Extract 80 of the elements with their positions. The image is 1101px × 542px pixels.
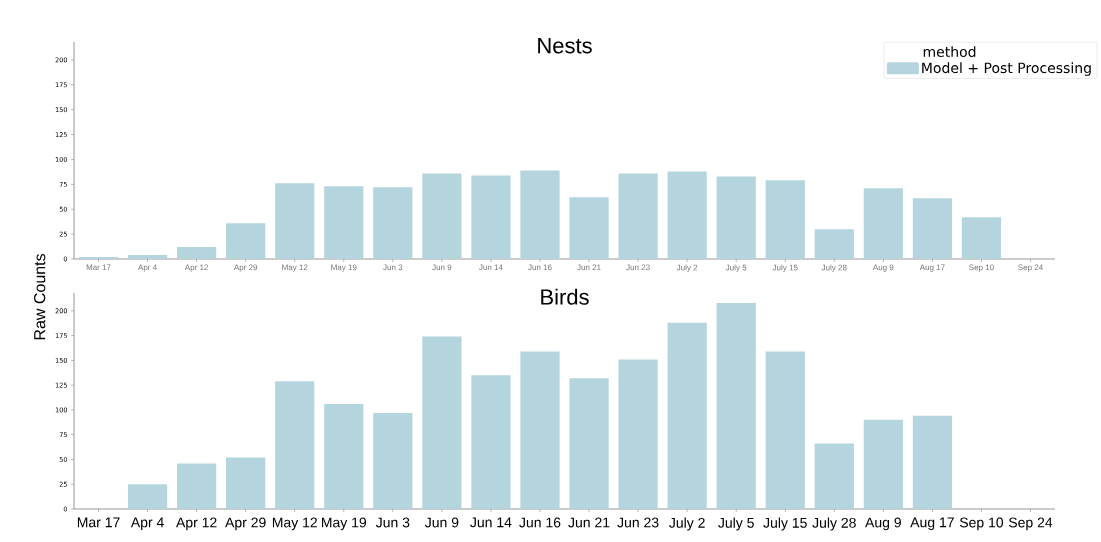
bar xyxy=(814,443,854,509)
bar xyxy=(863,419,903,509)
x-tick-label: Sep 24 xyxy=(1018,264,1043,272)
bar xyxy=(716,302,756,509)
x-tick-label: Sep 24 xyxy=(1008,517,1053,531)
x-tick-label: Mar 17 xyxy=(86,264,111,271)
x-tick-label: Aug 17 xyxy=(910,517,954,531)
x-tick-label: Sep 10 xyxy=(969,264,994,272)
x-tick-label: May 12 xyxy=(272,517,317,531)
x-tick-label: Mar 17 xyxy=(77,517,120,528)
bar xyxy=(226,223,266,259)
chart-title: Birds xyxy=(541,288,589,305)
bar xyxy=(961,217,1002,259)
x-tick-label: July 2 xyxy=(676,264,698,272)
bar xyxy=(520,170,560,259)
x-tick-label: July 2 xyxy=(669,517,705,531)
bar xyxy=(863,188,903,259)
bar xyxy=(177,463,217,509)
x-tick-label: Jun 3 xyxy=(383,264,403,271)
bar xyxy=(667,171,707,259)
bar xyxy=(912,415,952,509)
x-tick-label: July 15 xyxy=(763,517,807,531)
bar xyxy=(569,197,609,259)
bar xyxy=(324,403,364,509)
bar xyxy=(667,322,707,509)
bar xyxy=(765,180,805,259)
x-tick-label: July 5 xyxy=(718,517,754,531)
bar xyxy=(618,359,658,509)
x-tick-label: Jun 9 xyxy=(424,517,459,528)
bar xyxy=(520,351,560,509)
x-tick-label: July 15 xyxy=(772,264,798,272)
x-tick-label: Apr 29 xyxy=(233,264,258,272)
x-tick-label: Apr 12 xyxy=(176,517,217,531)
bar xyxy=(324,186,364,259)
legend-label: Model + Post Processing xyxy=(922,62,1091,76)
bar xyxy=(177,247,217,259)
y-axis-title: Raw Counts xyxy=(34,254,46,340)
bar xyxy=(422,336,462,509)
x-tick-label: Sep 10 xyxy=(959,517,1004,531)
bar xyxy=(373,187,413,259)
x-tick-label: Aug 9 xyxy=(872,264,894,272)
bar xyxy=(275,183,315,259)
x-tick-label: Jun 3 xyxy=(375,517,410,528)
x-tick-label: Aug 9 xyxy=(865,517,901,531)
bar xyxy=(471,175,511,259)
bar xyxy=(127,484,168,509)
x-tick-label: Jun 9 xyxy=(432,264,452,271)
bar xyxy=(814,229,854,259)
x-tick-label: July 28 xyxy=(812,517,856,531)
x-tick-label: May 19 xyxy=(321,517,367,531)
bar xyxy=(422,173,462,259)
legend-title: method xyxy=(923,46,976,58)
x-tick-label: Jun 21 xyxy=(577,264,601,271)
bar xyxy=(226,457,266,509)
bar xyxy=(569,378,609,509)
x-tick-label: July 5 xyxy=(725,264,747,272)
x-tick-label: Jun 14 xyxy=(479,264,503,271)
chart-title: Nests xyxy=(538,38,592,54)
x-tick-label: July 28 xyxy=(821,264,847,272)
bar xyxy=(765,351,805,509)
bar xyxy=(373,412,413,509)
x-tick-label: Jun 23 xyxy=(626,264,650,271)
x-tick-label: Apr 4 xyxy=(130,517,164,531)
x-tick-label: Aug 17 xyxy=(919,264,945,272)
x-tick-label: Apr 29 xyxy=(225,517,266,531)
bar xyxy=(716,176,756,259)
x-tick-label: May 12 xyxy=(282,264,308,272)
x-tick-label: Jun 16 xyxy=(528,264,552,271)
bar xyxy=(618,173,658,259)
x-tick-label: Jun 14 xyxy=(470,517,512,528)
x-tick-label: Apr 4 xyxy=(138,264,157,272)
bar xyxy=(912,198,952,259)
x-tick-label: Jun 21 xyxy=(568,517,610,528)
bar xyxy=(127,255,168,259)
x-tick-label: Jun 16 xyxy=(519,517,561,528)
bar xyxy=(275,381,315,509)
x-tick-label: Jun 23 xyxy=(617,517,659,528)
x-tick-label: May 19 xyxy=(331,264,357,272)
x-tick-label: Apr 12 xyxy=(184,264,208,272)
bar xyxy=(471,375,511,509)
